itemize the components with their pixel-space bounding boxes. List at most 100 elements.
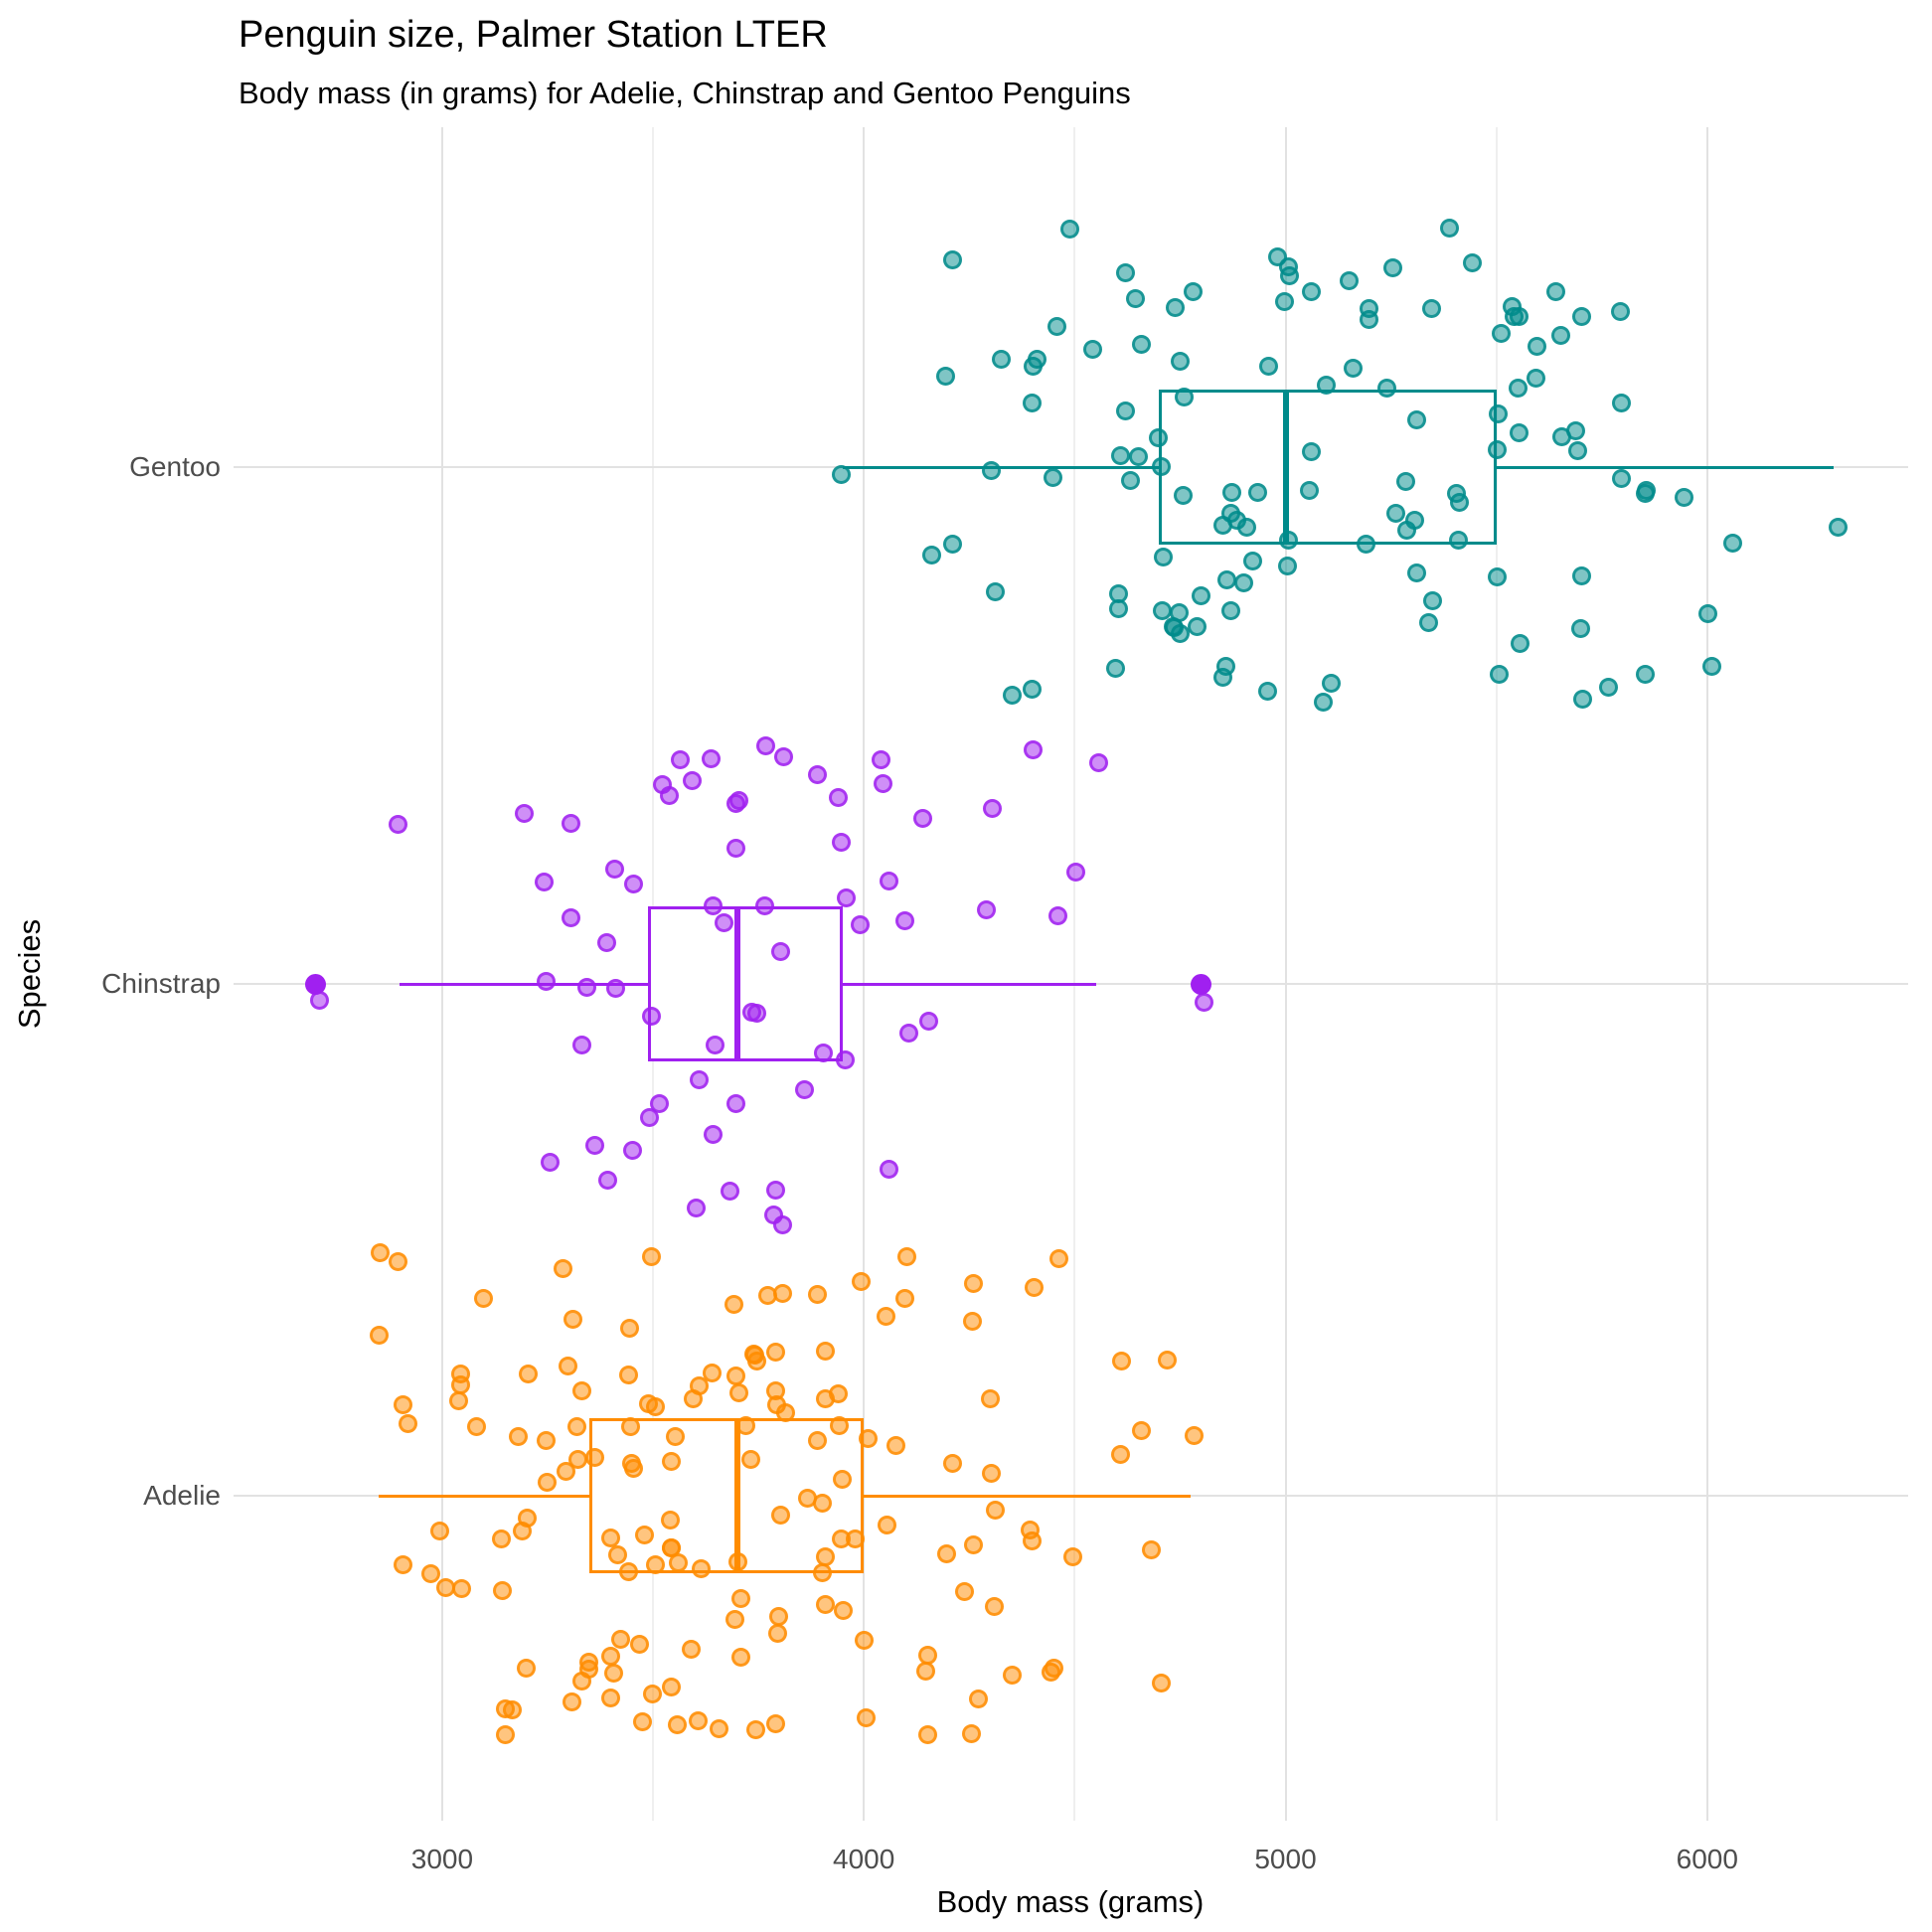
jitter-point-gentoo [1248, 482, 1268, 502]
jitter-point-adelie [492, 1580, 512, 1600]
jitter-point-adelie [942, 1453, 962, 1473]
x-tick-label-6000: 6000 [1676, 1844, 1738, 1874]
jitter-point-adelie [816, 1546, 836, 1566]
whisker-high-adelie [864, 1494, 1192, 1498]
jitter-point-gentoo [1395, 472, 1415, 492]
jitter-point-chinstrap [514, 803, 534, 823]
jitter-point-chinstrap [639, 1108, 659, 1128]
jitter-point-gentoo [1314, 693, 1334, 713]
jitter-point-gentoo [1302, 281, 1322, 301]
jitter-point-adelie [474, 1288, 494, 1308]
jitter-point-chinstrap [584, 1136, 604, 1156]
jitter-point-adelie [1185, 1425, 1205, 1445]
jitter-point-gentoo [1448, 530, 1468, 550]
jitter-point-gentoo [1187, 617, 1207, 637]
jitter-point-gentoo [1503, 297, 1523, 317]
jitter-point-adelie [1062, 1546, 1082, 1566]
jitter-point-adelie [509, 1426, 529, 1446]
jitter-point-gentoo [1570, 619, 1590, 639]
jitter-point-adelie [813, 1563, 833, 1583]
jitter-point-adelie [845, 1530, 865, 1549]
jitter-point-chinstrap [763, 1205, 783, 1224]
jitter-point-adelie [370, 1242, 390, 1262]
jitter-point-gentoo [1258, 357, 1278, 377]
jitter-point-gentoo [942, 250, 962, 269]
jitter-point-gentoo [1128, 446, 1148, 466]
jitter-point-gentoo [1221, 601, 1241, 621]
jitter-point-chinstrap [880, 872, 899, 891]
jitter-point-gentoo [1192, 585, 1211, 605]
jitter-point-gentoo [1439, 219, 1459, 239]
jitter-point-adelie [449, 1390, 469, 1410]
whisker-low-gentoo [842, 465, 1160, 469]
outlier-point-chinstrap [305, 973, 327, 995]
jitter-point-gentoo [1174, 485, 1194, 505]
jitter-point-chinstrap [670, 750, 690, 770]
jitter-point-adelie [709, 1719, 728, 1739]
jitter-point-adelie [643, 1685, 663, 1704]
jitter-point-gentoo [1175, 388, 1195, 407]
jitter-point-gentoo [1488, 567, 1508, 586]
jitter-point-adelie [1021, 1520, 1041, 1539]
jitter-point-adelie [517, 1509, 537, 1529]
jitter-point-chinstrap [895, 910, 915, 930]
median-line-adelie [733, 1418, 740, 1573]
jitter-point-gentoo [1418, 612, 1438, 632]
jitter-point-adelie [963, 1274, 983, 1294]
jitter-point-gentoo [1110, 446, 1130, 466]
jitter-point-chinstrap [814, 1044, 834, 1063]
jitter-point-chinstrap [720, 1182, 739, 1202]
jitter-point-gentoo [1002, 685, 1022, 705]
jitter-point-adelie [955, 1581, 975, 1601]
jitter-point-adelie [962, 1724, 982, 1744]
jitter-point-adelie [859, 1428, 879, 1448]
jitter-point-chinstrap [703, 895, 723, 915]
jitter-point-gentoo [1509, 423, 1529, 443]
jitter-point-adelie [668, 1553, 688, 1573]
jitter-point-adelie [757, 1286, 777, 1306]
jitter-point-gentoo [1357, 534, 1376, 554]
jitter-point-gentoo [1183, 282, 1203, 301]
jitter-point-adelie [776, 1403, 796, 1423]
gridline-x-6000 [1705, 127, 1708, 1821]
jitter-point-gentoo [1508, 379, 1528, 399]
jitter-point-chinstrap [660, 785, 680, 805]
jitter-point-gentoo [981, 460, 1001, 480]
jitter-point-adelie [1111, 1445, 1131, 1465]
jitter-point-chinstrap [755, 895, 775, 915]
jitter-point-gentoo [1463, 252, 1483, 272]
jitter-point-adelie [1132, 1420, 1152, 1440]
jitter-point-adelie [816, 1342, 836, 1362]
jitter-point-adelie [735, 1415, 755, 1435]
jitter-point-adelie [429, 1522, 449, 1541]
jitter-point-gentoo [1258, 682, 1278, 702]
jitter-point-chinstrap [836, 1049, 856, 1069]
jitter-point-gentoo [1115, 263, 1135, 283]
gridline-x-3000 [440, 127, 443, 1821]
jitter-point-adelie [740, 1449, 760, 1469]
jitter-point-adelie [876, 1307, 895, 1327]
y-category-label-adelie: Adelie [143, 1480, 221, 1511]
jitter-point-gentoo [1046, 316, 1066, 336]
jitter-point-adelie [936, 1544, 956, 1564]
jitter-point-adelie [666, 1427, 686, 1447]
jitter-point-gentoo [985, 581, 1005, 601]
jitter-point-gentoo [1551, 426, 1571, 446]
jitter-point-gentoo [1164, 617, 1184, 637]
x-tick-label-3000: 3000 [410, 1844, 474, 1874]
jitter-point-adelie [629, 1634, 649, 1654]
jitter-point-gentoo [1279, 530, 1299, 550]
jitter-point-adelie [1049, 1248, 1069, 1268]
jitter-point-adelie [603, 1663, 623, 1683]
jitter-point-gentoo [1301, 442, 1321, 462]
jitter-point-gentoo [1022, 394, 1042, 413]
jitter-point-adelie [632, 1712, 652, 1732]
jitter-point-gentoo [1339, 270, 1359, 290]
median-line-gentoo [1282, 390, 1289, 545]
jitter-point-gentoo [1382, 257, 1402, 277]
jitter-point-adelie [1152, 1674, 1172, 1693]
jitter-point-gentoo [1023, 679, 1043, 699]
jitter-point-adelie [452, 1578, 472, 1598]
jitter-point-adelie [1024, 1277, 1044, 1297]
jitter-point-gentoo [1043, 468, 1062, 487]
